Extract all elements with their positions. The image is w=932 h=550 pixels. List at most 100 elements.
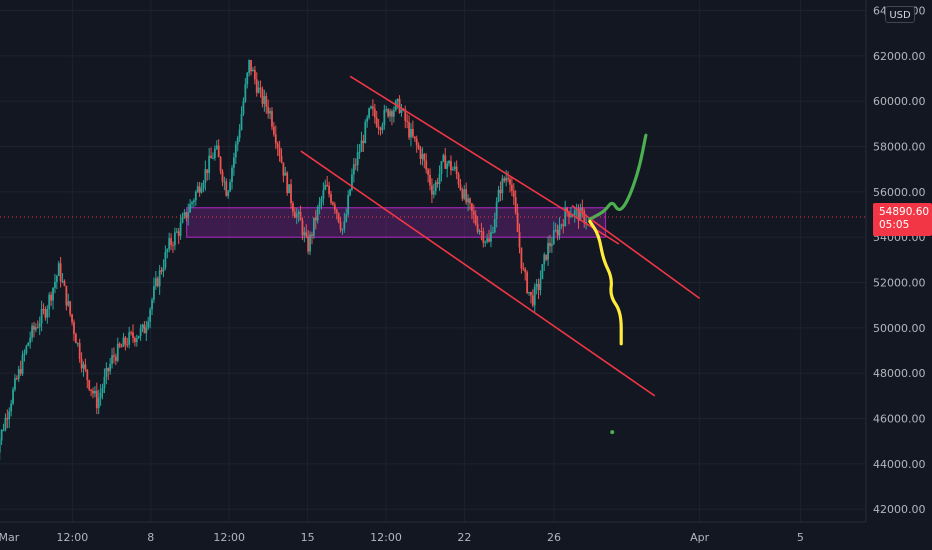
candle-body[interactable] — [8, 411, 11, 420]
candle-body[interactable] — [398, 98, 401, 113]
candle-body[interactable] — [484, 241, 487, 243]
candle-body[interactable] — [71, 314, 73, 323]
candle-body[interactable] — [263, 96, 266, 104]
candle-body[interactable] — [457, 174, 460, 185]
candle-body[interactable] — [194, 192, 197, 201]
candle-body[interactable] — [394, 101, 397, 111]
candle-body[interactable] — [455, 166, 458, 175]
candle-body[interactable] — [442, 155, 445, 162]
candle-body[interactable] — [172, 245, 174, 247]
candle-body[interactable] — [295, 214, 298, 218]
candle-body[interactable] — [560, 224, 563, 226]
candle-body[interactable] — [54, 281, 56, 288]
candle-body[interactable] — [316, 207, 319, 221]
candle-body[interactable] — [558, 225, 561, 236]
candle-body[interactable] — [307, 236, 310, 252]
candle-body[interactable] — [101, 388, 104, 393]
candle-body[interactable] — [15, 378, 18, 380]
candle-body[interactable] — [128, 332, 131, 345]
candle-body[interactable] — [130, 332, 132, 334]
candle-body[interactable] — [497, 189, 500, 202]
candle-body[interactable] — [385, 109, 388, 111]
candle-body[interactable] — [474, 214, 477, 224]
candle-body[interactable] — [240, 114, 243, 130]
candle-body[interactable] — [74, 333, 77, 344]
candle-body[interactable] — [301, 220, 304, 236]
candle-body[interactable] — [408, 121, 410, 138]
candle-body[interactable] — [406, 120, 409, 122]
candle-body[interactable] — [314, 217, 317, 221]
candle-body[interactable] — [451, 169, 454, 171]
candle-body[interactable] — [0, 440, 1, 453]
candle-body[interactable] — [135, 338, 138, 343]
candle-body[interactable] — [160, 270, 163, 272]
candle-body[interactable] — [480, 230, 483, 232]
candle-body[interactable] — [168, 238, 171, 250]
candle-body[interactable] — [358, 151, 361, 153]
candle-body[interactable] — [170, 238, 172, 246]
candle-body[interactable] — [111, 355, 113, 364]
candle-body[interactable] — [305, 232, 308, 237]
candle-body[interactable] — [42, 309, 45, 311]
candle-body[interactable] — [213, 148, 216, 159]
candle-body[interactable] — [284, 172, 287, 176]
candle-body[interactable] — [40, 309, 43, 324]
trendline[interactable] — [571, 204, 701, 300]
candle-body[interactable] — [265, 96, 268, 107]
candle-body[interactable] — [253, 69, 256, 80]
candle-body[interactable] — [429, 174, 431, 186]
candle-body[interactable] — [438, 173, 441, 185]
candle-body[interactable] — [252, 69, 254, 72]
candle-body[interactable] — [415, 138, 418, 145]
candle-body[interactable] — [528, 292, 530, 294]
candle-body[interactable] — [187, 212, 190, 219]
candle-body[interactable] — [526, 272, 529, 293]
candle-body[interactable] — [122, 337, 125, 347]
candle-body[interactable] — [543, 254, 546, 265]
candle-body[interactable] — [411, 128, 414, 137]
candle-body[interactable] — [78, 343, 81, 360]
candle-body[interactable] — [97, 397, 100, 409]
candle-body[interactable] — [292, 203, 294, 212]
candle-body[interactable] — [0, 429, 3, 441]
candle-body[interactable] — [276, 143, 279, 148]
candle-body[interactable] — [476, 223, 479, 232]
annotation-layer[interactable] — [300, 75, 701, 435]
candle-body[interactable] — [166, 249, 169, 252]
candle-body[interactable] — [261, 89, 264, 104]
candle-body[interactable] — [299, 211, 302, 221]
candle-body[interactable] — [229, 182, 231, 192]
candle-body[interactable] — [530, 292, 532, 296]
candle-body[interactable] — [381, 125, 384, 130]
candle-body[interactable] — [57, 263, 60, 276]
candle-body[interactable] — [162, 267, 165, 272]
candle-body[interactable] — [212, 158, 214, 160]
candle-body[interactable] — [509, 179, 511, 185]
candle-body[interactable] — [347, 195, 350, 215]
candle-body[interactable] — [471, 203, 473, 212]
candle-body[interactable] — [318, 202, 321, 208]
candle-body[interactable] — [370, 106, 372, 109]
candle-body[interactable] — [383, 109, 386, 126]
candle-body[interactable] — [105, 368, 108, 377]
candle-body[interactable] — [400, 109, 403, 113]
candle-body[interactable] — [297, 211, 300, 215]
candle-body[interactable] — [510, 184, 513, 191]
candle-body[interactable] — [59, 263, 62, 282]
candle-body[interactable] — [114, 356, 117, 361]
candle-body[interactable] — [145, 327, 148, 334]
candle-body[interactable] — [132, 332, 134, 338]
candle-body[interactable] — [177, 231, 180, 236]
candle-body[interactable] — [570, 215, 572, 217]
candle-body[interactable] — [234, 144, 237, 158]
candle-body[interactable] — [193, 200, 195, 203]
candle-body[interactable] — [154, 278, 157, 287]
candle-body[interactable] — [432, 191, 435, 195]
candle-body[interactable] — [549, 242, 551, 247]
candle-body[interactable] — [328, 185, 331, 195]
candle-body[interactable] — [282, 162, 285, 176]
candle-body[interactable] — [389, 111, 391, 117]
candle-body[interactable] — [206, 169, 209, 174]
candle-body[interactable] — [556, 229, 559, 236]
candle-body[interactable] — [6, 417, 9, 420]
